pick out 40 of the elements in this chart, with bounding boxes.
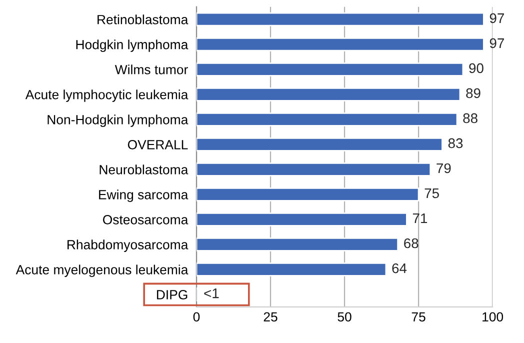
bar <box>196 62 464 76</box>
bar <box>196 162 432 176</box>
bar <box>196 212 408 226</box>
x-tick-label: 25 <box>264 312 278 322</box>
data-label: 71 <box>412 213 428 224</box>
y-tick-label: DIPG <box>156 290 188 300</box>
data-label: 75 <box>424 188 439 198</box>
data-label: 64 <box>392 263 407 274</box>
x-tick-label: 75 <box>412 312 426 322</box>
y-tick-label: Neuroblastoma <box>100 164 188 174</box>
data-label: 79 <box>436 163 451 174</box>
y-tick-label: Retinoblastoma <box>98 14 188 24</box>
bar <box>196 112 458 126</box>
x-tick-label: 50 <box>338 312 352 322</box>
data-label: 97 <box>490 13 504 24</box>
bar <box>196 12 484 26</box>
y-tick-label: Ewing sarcoma <box>99 190 188 202</box>
bar <box>196 187 420 202</box>
x-tick-label: 100 <box>482 312 504 322</box>
bar <box>196 262 387 276</box>
data-label: 97 <box>490 38 504 48</box>
y-tick-label: Osteosarcoma <box>103 215 188 224</box>
data-label: <1 <box>204 288 219 298</box>
x-tick-label: 0 <box>193 312 200 322</box>
bar <box>196 37 484 52</box>
data-label: 90 <box>469 63 484 74</box>
y-tick-label: Acute myelogenous leukemia <box>16 264 188 277</box>
data-label: 68 <box>404 238 418 248</box>
bar <box>196 238 399 252</box>
y-tick-label: OVERALL <box>128 140 188 150</box>
y-tick-label: Hodgkin lymphoma <box>76 40 188 52</box>
bar <box>196 137 443 152</box>
data-label: 83 <box>448 138 463 148</box>
data-label: 88 <box>463 113 478 124</box>
y-tick-label: Wilms tumor <box>114 64 188 74</box>
bar <box>196 87 461 102</box>
y-tick-label: Acute lymphocytic leukemia <box>25 90 188 102</box>
data-label: 89 <box>466 88 480 98</box>
y-tick-label: Rhabdomyosarcoma <box>68 240 188 252</box>
y-tick-label: Non-Hodgkin lymphoma <box>48 114 188 127</box>
